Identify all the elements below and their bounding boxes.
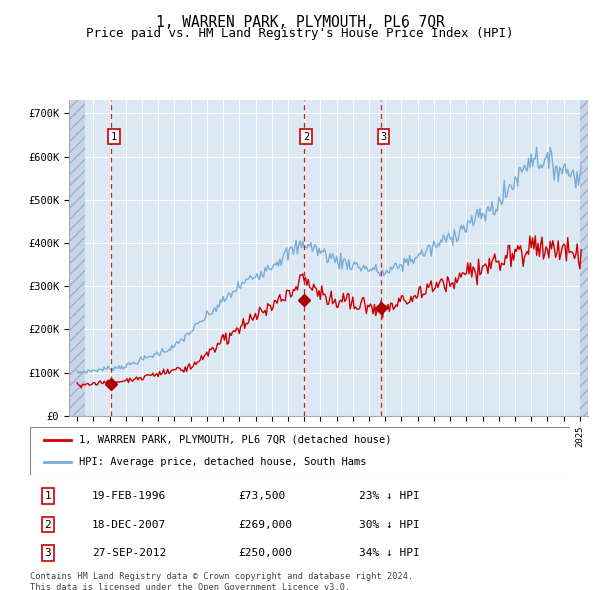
Text: 3: 3 bbox=[44, 548, 51, 558]
Text: Price paid vs. HM Land Registry's House Price Index (HPI): Price paid vs. HM Land Registry's House … bbox=[86, 27, 514, 40]
Text: 1, WARREN PARK, PLYMOUTH, PL6 7QR (detached house): 1, WARREN PARK, PLYMOUTH, PL6 7QR (detac… bbox=[79, 435, 391, 445]
Text: 19-FEB-1996: 19-FEB-1996 bbox=[92, 491, 166, 501]
Text: 18-DEC-2007: 18-DEC-2007 bbox=[92, 520, 166, 529]
Text: 1: 1 bbox=[111, 132, 117, 142]
Text: 1: 1 bbox=[44, 491, 51, 501]
Bar bbox=[580, 100, 588, 416]
Text: 34% ↓ HPI: 34% ↓ HPI bbox=[359, 548, 420, 558]
Text: £73,500: £73,500 bbox=[238, 491, 285, 501]
Text: Contains HM Land Registry data © Crown copyright and database right 2024.
This d: Contains HM Land Registry data © Crown c… bbox=[30, 572, 413, 590]
Text: £250,000: £250,000 bbox=[238, 548, 292, 558]
Text: 30% ↓ HPI: 30% ↓ HPI bbox=[359, 520, 420, 529]
Text: 3: 3 bbox=[380, 132, 386, 142]
Text: 1, WARREN PARK, PLYMOUTH, PL6 7QR: 1, WARREN PARK, PLYMOUTH, PL6 7QR bbox=[155, 15, 445, 30]
Text: 23% ↓ HPI: 23% ↓ HPI bbox=[359, 491, 420, 501]
Text: 27-SEP-2012: 27-SEP-2012 bbox=[92, 548, 166, 558]
Text: 2: 2 bbox=[303, 132, 309, 142]
Bar bbox=[69, 100, 85, 416]
Text: £269,000: £269,000 bbox=[238, 520, 292, 529]
Text: HPI: Average price, detached house, South Hams: HPI: Average price, detached house, Sout… bbox=[79, 457, 366, 467]
Text: 2: 2 bbox=[44, 520, 51, 529]
